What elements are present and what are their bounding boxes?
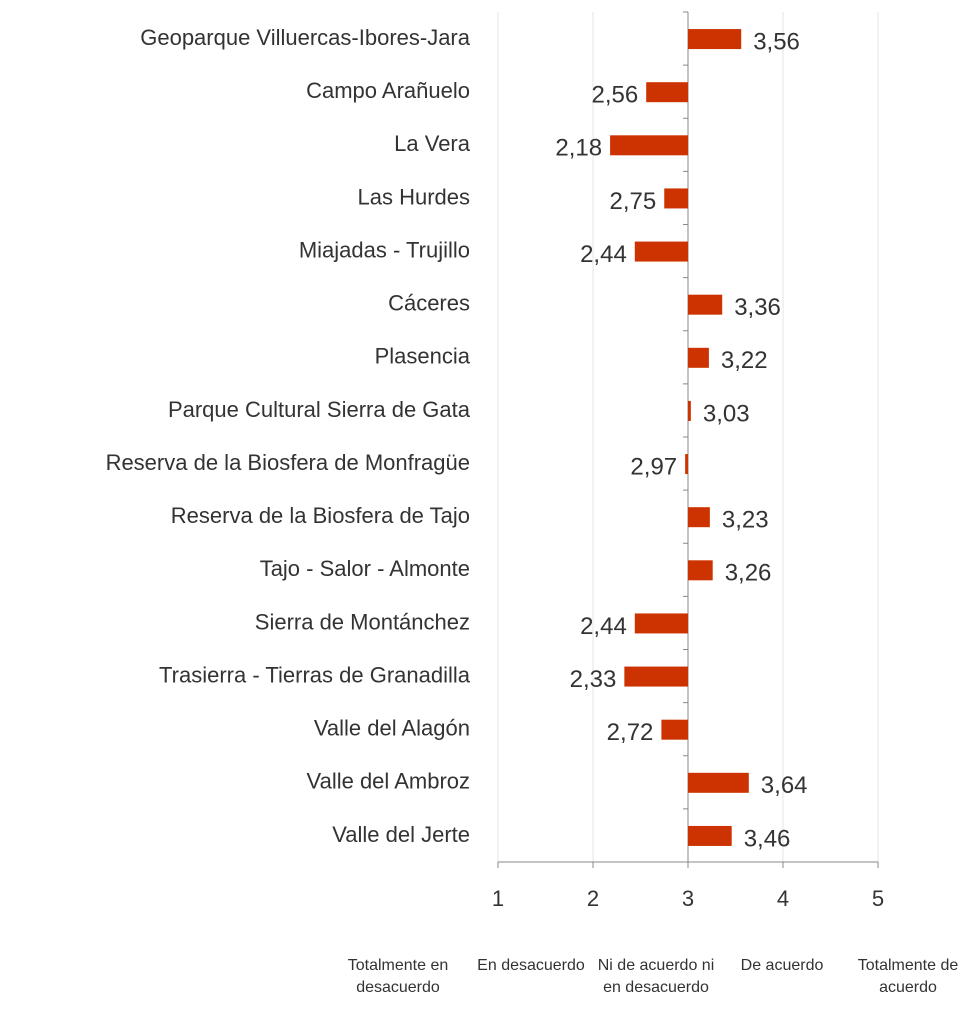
value-label: 3,36 — [734, 294, 781, 321]
scale-label: Totalmente en desacuerdo — [347, 957, 449, 996]
bar — [685, 454, 688, 475]
category-label: Las Hurdes — [357, 184, 470, 209]
bar — [688, 772, 749, 793]
bar — [610, 135, 688, 156]
bar — [664, 188, 688, 209]
category-label: Reserva de la Biosfera de Monfragüe — [106, 450, 470, 475]
category-label: Sierra de Montánchez — [255, 609, 470, 634]
category-label: Trasierra - Tierras de Granadilla — [159, 662, 471, 687]
category-label: Reserva de la Biosfera de Tajo — [171, 503, 470, 528]
value-label: 2,56 — [591, 82, 638, 109]
value-label: 3,03 — [703, 400, 750, 427]
category-label: Parque Cultural Sierra de Gata — [168, 397, 471, 422]
category-label: Campo Arañuelo — [306, 78, 470, 103]
value-label: 2,33 — [570, 666, 617, 693]
value-label: 3,56 — [753, 28, 800, 55]
category-label: Valle del Alagón — [314, 716, 470, 741]
value-label: 2,44 — [580, 241, 627, 268]
scale-label: Totalmente de acuerdo — [857, 957, 959, 996]
bar — [688, 560, 713, 581]
value-label: 2,97 — [630, 453, 677, 480]
category-label: La Vera — [394, 131, 471, 156]
category-label: Geoparque Villuercas-Ibores-Jara — [140, 25, 471, 50]
bar — [688, 294, 723, 315]
bar — [688, 347, 709, 368]
category-label: Valle del Jerte — [332, 822, 470, 847]
x-tick-label: 5 — [872, 886, 884, 911]
x-tick-label: 1 — [492, 886, 504, 911]
category-label: Plasencia — [375, 344, 471, 369]
value-label: 2,44 — [580, 613, 627, 640]
value-label: 3,46 — [744, 825, 791, 852]
scale-label: En desacuerdo — [477, 957, 585, 974]
scale-label: Ni de acuerdo ni en desacuerdo — [597, 957, 715, 996]
category-label: Tajo - Salor - Almonte — [260, 556, 470, 581]
x-tick-label: 4 — [777, 886, 789, 911]
category-label: Valle del Ambroz — [307, 769, 470, 794]
bar — [634, 613, 688, 634]
x-tick-label: 3 — [682, 886, 694, 911]
value-label: 3,64 — [761, 772, 808, 799]
bar — [688, 400, 691, 421]
value-label: 2,72 — [607, 719, 654, 746]
bar — [661, 719, 688, 740]
x-tick-label: 2 — [587, 886, 599, 911]
bar — [634, 241, 688, 262]
value-label: 2,18 — [555, 135, 602, 162]
value-label: 3,22 — [721, 347, 768, 374]
scale-label: De acuerdo — [740, 957, 824, 974]
category-label: Miajadas - Trujillo — [299, 237, 470, 262]
category-label: Cáceres — [388, 291, 470, 316]
bar — [688, 29, 742, 50]
value-label: 2,75 — [610, 188, 657, 215]
bar — [624, 666, 688, 687]
value-label: 3,26 — [725, 560, 772, 587]
bar — [646, 82, 688, 103]
bar — [688, 507, 710, 528]
bar — [688, 825, 732, 846]
value-label: 3,23 — [722, 507, 769, 534]
